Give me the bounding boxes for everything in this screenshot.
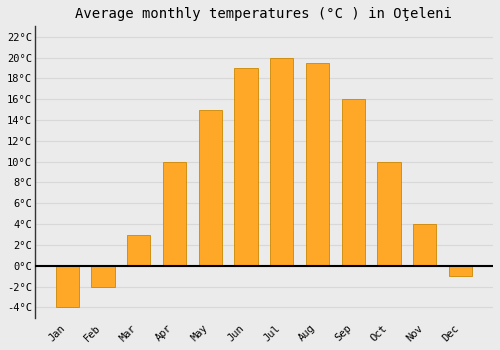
- Bar: [413, 224, 436, 266]
- Bar: [378, 162, 400, 266]
- Bar: [163, 162, 186, 266]
- Bar: [306, 63, 329, 266]
- Bar: [198, 110, 222, 266]
- Bar: [449, 266, 472, 276]
- Bar: [270, 57, 293, 266]
- Bar: [56, 266, 79, 307]
- Bar: [92, 266, 114, 287]
- Bar: [234, 68, 258, 266]
- Bar: [127, 234, 150, 266]
- Bar: [342, 99, 365, 266]
- Title: Average monthly temperatures (°C ) in Oţeleni: Average monthly temperatures (°C ) in Oţ…: [76, 7, 452, 21]
